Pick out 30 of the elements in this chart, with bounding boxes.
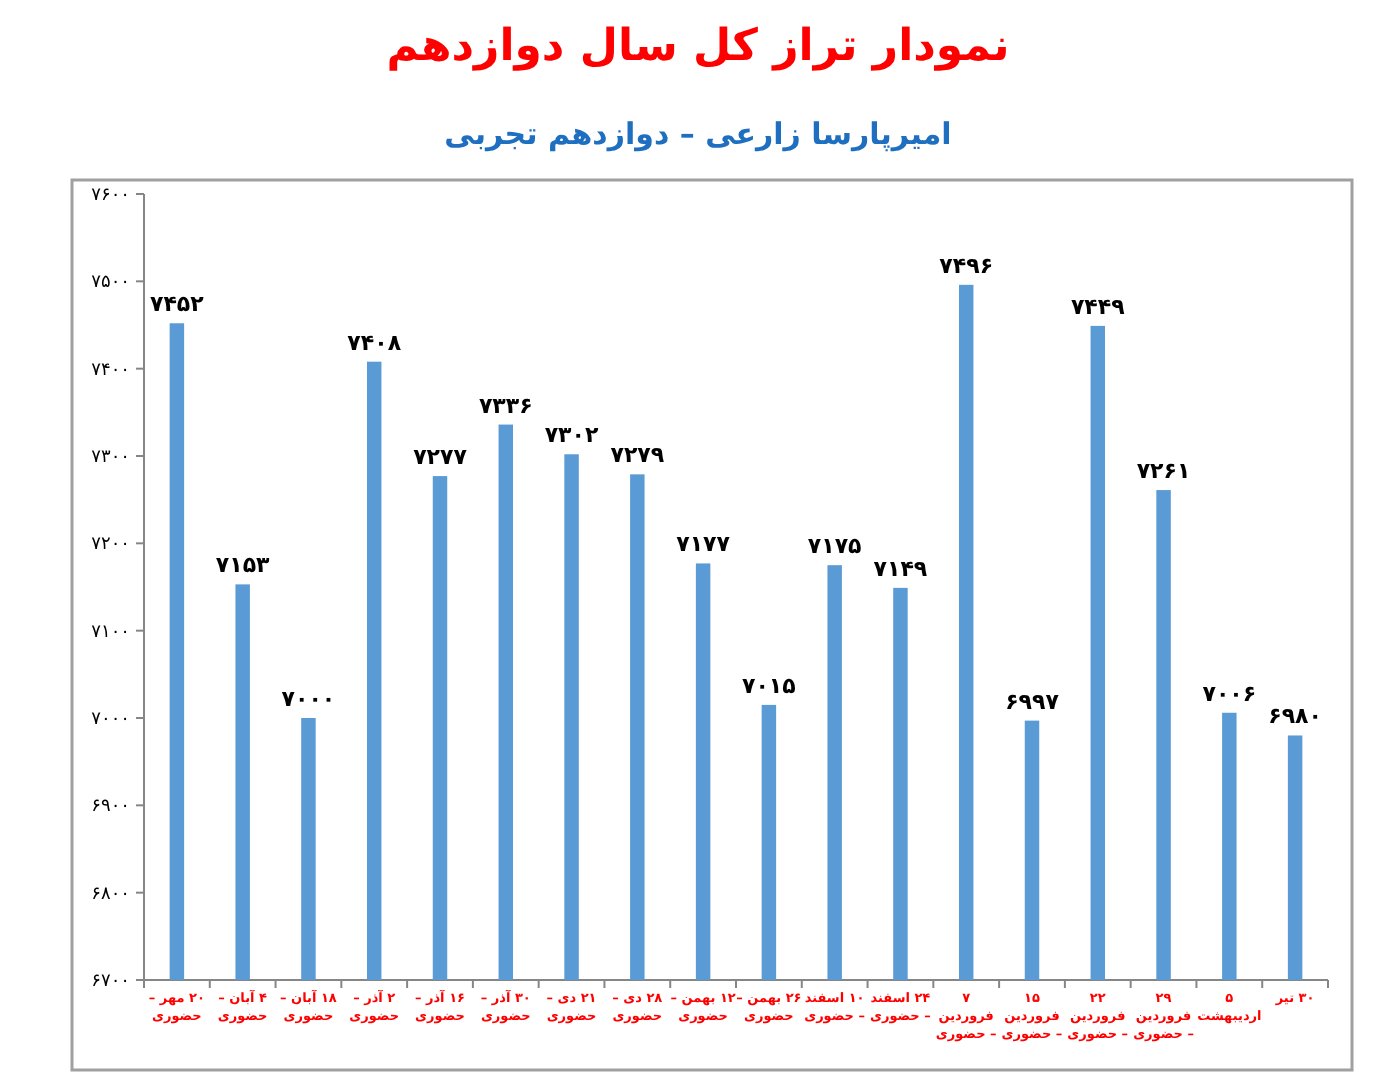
y-tick-label: ۷۲۰۰ — [91, 535, 130, 556]
data-label: ۷۳۳۶ — [478, 392, 533, 419]
y-tick-label: ۶۷۰۰ — [91, 972, 130, 992]
data-label: ۷۰۰۰ — [281, 686, 336, 712]
data-label: ۷۴۵۲ — [150, 291, 205, 318]
data-label: ۶۹۹۷ — [1005, 688, 1060, 715]
data-label: ۷۱۷۷ — [676, 531, 731, 558]
data-label: ۷۲۶۱ — [1136, 458, 1191, 485]
chart-subtitle: امیرپارسا زارعی – دوازدهم تجربی — [444, 116, 952, 152]
y-tick-label: ۶۹۰۰ — [91, 797, 130, 818]
y-tick-label: ۷۱۰۰ — [91, 622, 130, 643]
chart-title: نمودار تراز کل سال دوازدهم — [386, 22, 1010, 72]
data-label: ۷۲۷۹ — [610, 442, 665, 469]
data-label: ۷۰۰۶ — [1202, 680, 1257, 707]
y-tick-label: ۷۳۰۰ — [91, 448, 130, 468]
data-label: ۶۹۸۰ — [1268, 703, 1322, 730]
y-tick-label: ۷۶۰۰ — [91, 186, 130, 206]
data-label: ۷۱۴۹ — [873, 555, 928, 582]
data-label: ۷۱۷۵ — [807, 533, 863, 560]
y-tick-label: ۷۴۰۰ — [91, 360, 130, 381]
y-tick-label: ۶۸۰۰ — [91, 884, 130, 905]
y-tick-label: ۷۵۰۰ — [91, 273, 130, 294]
data-label: ۷۳۰۲ — [544, 422, 599, 449]
data-label: ۷۴۰۸ — [347, 329, 402, 356]
data-label: ۷۰۱۵ — [742, 672, 797, 699]
y-tick-label: ۷۰۰۰ — [91, 710, 130, 730]
data-label: ۷۲۷۷ — [413, 444, 468, 471]
data-label: ۷۴۴۹ — [1070, 293, 1126, 320]
data-label: ۷۱۵۳ — [215, 552, 271, 579]
data-label: ۷۴۹۶ — [939, 252, 994, 279]
